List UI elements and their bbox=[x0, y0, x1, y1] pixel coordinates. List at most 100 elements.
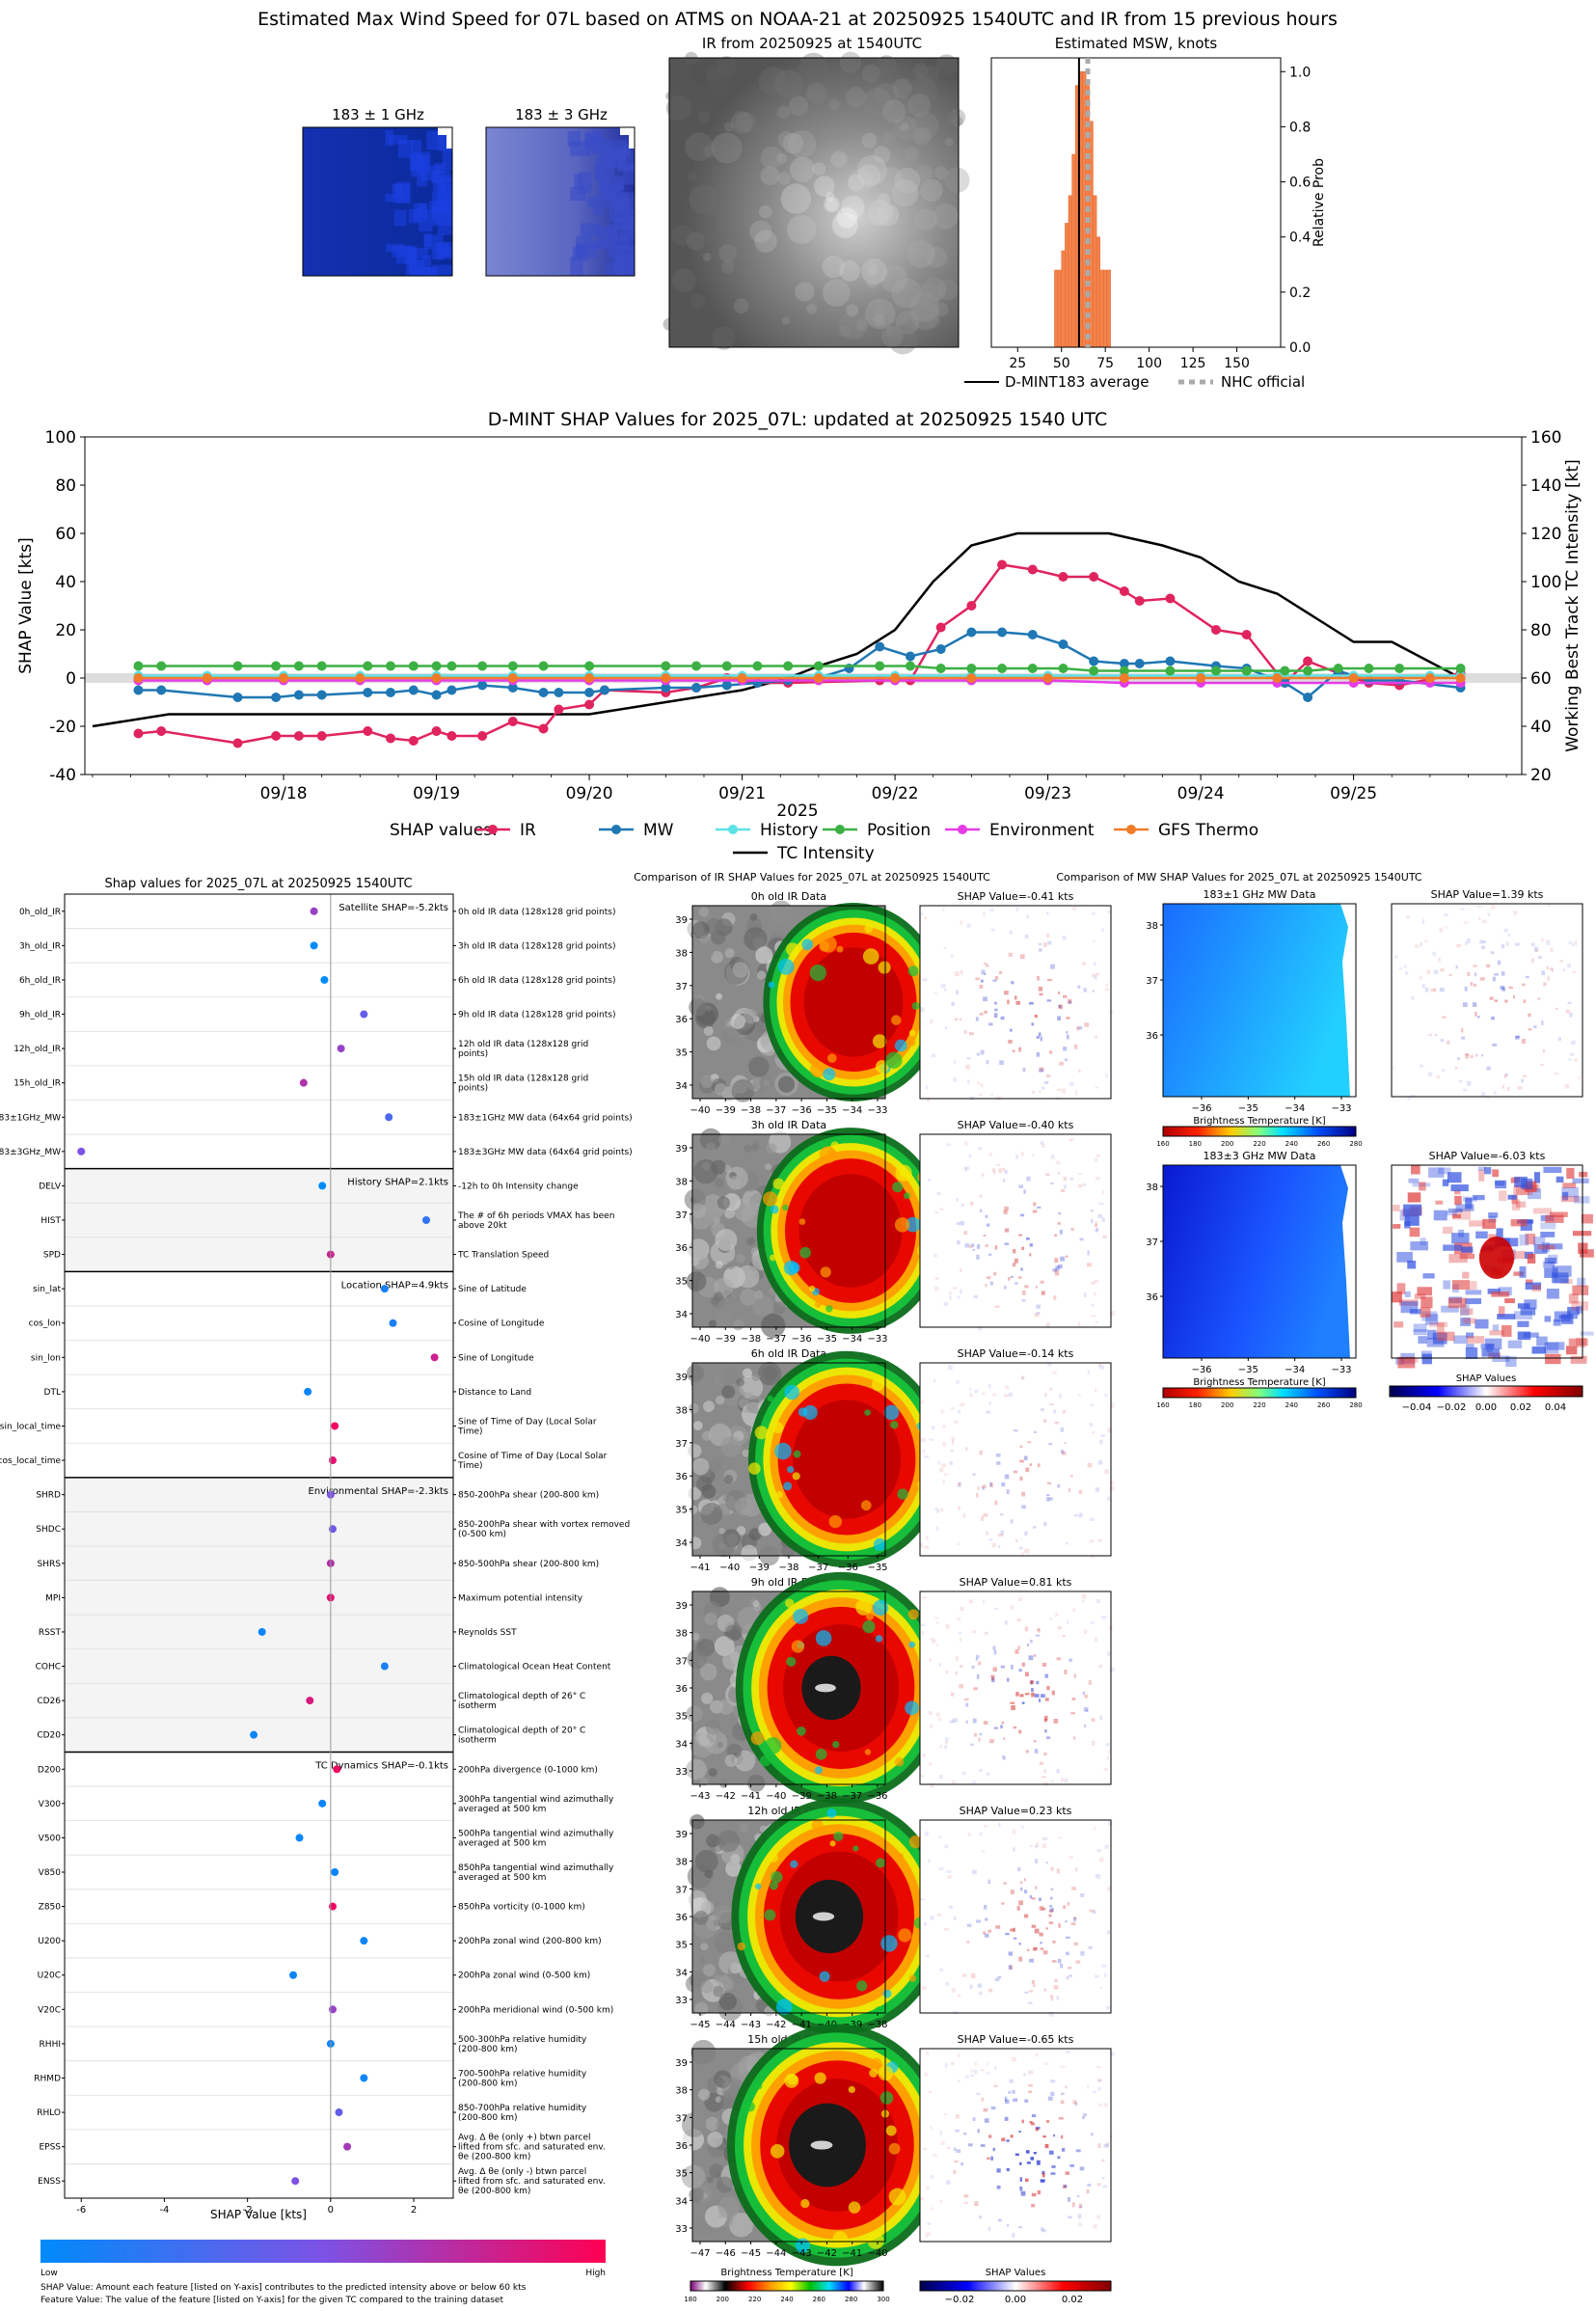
shap-pixel bbox=[1024, 1626, 1029, 1632]
shap-pixel bbox=[952, 1718, 958, 1723]
mw-xtick-label: −36 bbox=[1191, 1103, 1211, 1114]
shap-pixel bbox=[1101, 1190, 1105, 1195]
shap-image bbox=[919, 905, 1115, 1102]
ir-gray-cloud bbox=[698, 935, 712, 947]
shap-pixel bbox=[1024, 1693, 1030, 1696]
shap-pixel bbox=[1036, 2160, 1041, 2165]
shap-pixel bbox=[1428, 1167, 1445, 1178]
ir-gray-cloud bbox=[743, 1368, 752, 1378]
ir-speck bbox=[871, 1377, 885, 1392]
shap-pixel bbox=[1073, 1673, 1076, 1678]
series-point-position bbox=[935, 664, 946, 673]
feature-name: 0h_old_IR bbox=[19, 908, 61, 917]
mw-colorbar-label: Brightness Temperature [K] bbox=[1193, 1116, 1325, 1127]
shap-pixel bbox=[1465, 1053, 1470, 1059]
ir-ytick-label: 34 bbox=[675, 1538, 688, 1549]
shap-pixel bbox=[1559, 959, 1564, 963]
ir-title: IR from 20250925 at 1540UTC bbox=[702, 35, 922, 52]
ir-thumb-cloud bbox=[839, 310, 868, 340]
shap-pixel bbox=[1067, 1967, 1072, 1970]
shap-pixel bbox=[1422, 1273, 1435, 1279]
shap-pixel bbox=[1461, 1036, 1465, 1040]
shap-pixel bbox=[1073, 1942, 1078, 1945]
shap-pixel bbox=[1095, 1221, 1097, 1227]
feature-desc: 183±3GHz MW data (64x64 grid points) bbox=[458, 1148, 633, 1157]
feature-name: sin_lon bbox=[31, 1353, 61, 1363]
shap-pixel bbox=[1091, 1218, 1094, 1224]
shap-pixel bbox=[933, 1378, 936, 1382]
shap-pixel bbox=[1069, 1081, 1074, 1086]
ir-thumb-cloud bbox=[922, 277, 947, 302]
ir-gray-cloud bbox=[700, 1502, 723, 1525]
shap-pixel bbox=[976, 1673, 980, 1679]
feature-colorbar bbox=[41, 2240, 606, 2263]
shap-pixel bbox=[1087, 2084, 1090, 2089]
ir-gray-cloud bbox=[741, 1544, 758, 1562]
ir-xtick-label: −45 bbox=[741, 2248, 761, 2259]
feature-shap-point bbox=[331, 1422, 339, 1430]
shap-pixel bbox=[1420, 942, 1423, 946]
ir-thumb-cloud bbox=[881, 99, 906, 123]
msw-ytick-label: 1.0 bbox=[1289, 65, 1311, 80]
mw-colorbar bbox=[1162, 1387, 1357, 1399]
shap-pixel bbox=[960, 970, 963, 975]
shap-pixel bbox=[1003, 1737, 1006, 1740]
shap-pixel bbox=[1545, 1214, 1564, 1223]
ir-thumb-cloud bbox=[865, 274, 880, 288]
ir-thumb-cloud bbox=[873, 312, 884, 324]
ir-speck bbox=[784, 1384, 800, 1400]
shap-pixel bbox=[1423, 939, 1428, 942]
shap-pixel bbox=[1419, 1182, 1426, 1191]
shap-pixel bbox=[1106, 1756, 1109, 1760]
feature-name: SHRS bbox=[38, 1560, 62, 1569]
ir-thumb-cloud bbox=[836, 206, 858, 229]
shap-pixel bbox=[1038, 1628, 1041, 1633]
shap-pixel bbox=[953, 2170, 957, 2174]
shap-pixel bbox=[932, 1426, 935, 1430]
ir-gray-cloud bbox=[718, 1134, 730, 1146]
feature-shap-point bbox=[295, 1834, 304, 1842]
shap-pixel bbox=[1432, 951, 1437, 956]
shap-pixel bbox=[1407, 1192, 1421, 1203]
shap-pixel bbox=[994, 1977, 1000, 1981]
mw-thumb-block bbox=[386, 243, 405, 253]
shap-pixel bbox=[1562, 1191, 1569, 1201]
shap-pixel bbox=[1010, 2134, 1014, 2138]
ir-gray-cloud bbox=[736, 1253, 745, 1264]
shap-pixel bbox=[987, 1929, 991, 1933]
shap-pixel bbox=[993, 1013, 998, 1019]
shap-ytick-right-label: 120 bbox=[1530, 525, 1561, 544]
shap-pixel bbox=[945, 1981, 950, 1986]
shap-pixel bbox=[989, 1281, 993, 1286]
shap-pixel bbox=[1420, 1296, 1433, 1309]
shap-pixel bbox=[979, 1094, 983, 1097]
feature-desc: Avg. Δ θe (only -) btwn parcel lifted fro… bbox=[458, 2167, 606, 2196]
shap-pixel bbox=[921, 1437, 926, 1442]
shap-pixel bbox=[1580, 1331, 1594, 1336]
ir-gray-cloud bbox=[686, 1364, 705, 1382]
shap-pixel bbox=[982, 1850, 986, 1853]
shap-pixel bbox=[1526, 1279, 1533, 1285]
shap-pixel bbox=[1050, 2080, 1056, 2083]
shap-pixel bbox=[1030, 2122, 1035, 2126]
ir-gray-cloud bbox=[703, 1964, 717, 1977]
shap-pixel bbox=[1565, 1009, 1570, 1014]
mw-ytick-label: 37 bbox=[1146, 976, 1158, 987]
feature-desc-line: points) bbox=[458, 1049, 488, 1059]
shap-image-frame bbox=[919, 1362, 1112, 1557]
series-point-position bbox=[133, 661, 144, 671]
shap-pixel bbox=[1056, 1768, 1060, 1774]
mw-image-land bbox=[1340, 1165, 1356, 1358]
shap-pixel bbox=[1462, 1196, 1477, 1202]
shap-pixel bbox=[937, 1460, 940, 1465]
series-point-position bbox=[1394, 664, 1405, 673]
shap-pixel bbox=[1049, 1896, 1053, 1900]
ir-thumb-cloud bbox=[904, 147, 919, 162]
feature-desc: 9h old IR data (128x128 grid points) bbox=[458, 1011, 615, 1020]
mw-thumb-block bbox=[416, 266, 436, 276]
ir-gray-cloud bbox=[699, 1663, 717, 1681]
shap-pixel bbox=[1426, 1329, 1437, 1340]
ir-xtick-label: −38 bbox=[817, 1791, 837, 1802]
feature-name: 12h_old_IR bbox=[14, 1045, 61, 1054]
